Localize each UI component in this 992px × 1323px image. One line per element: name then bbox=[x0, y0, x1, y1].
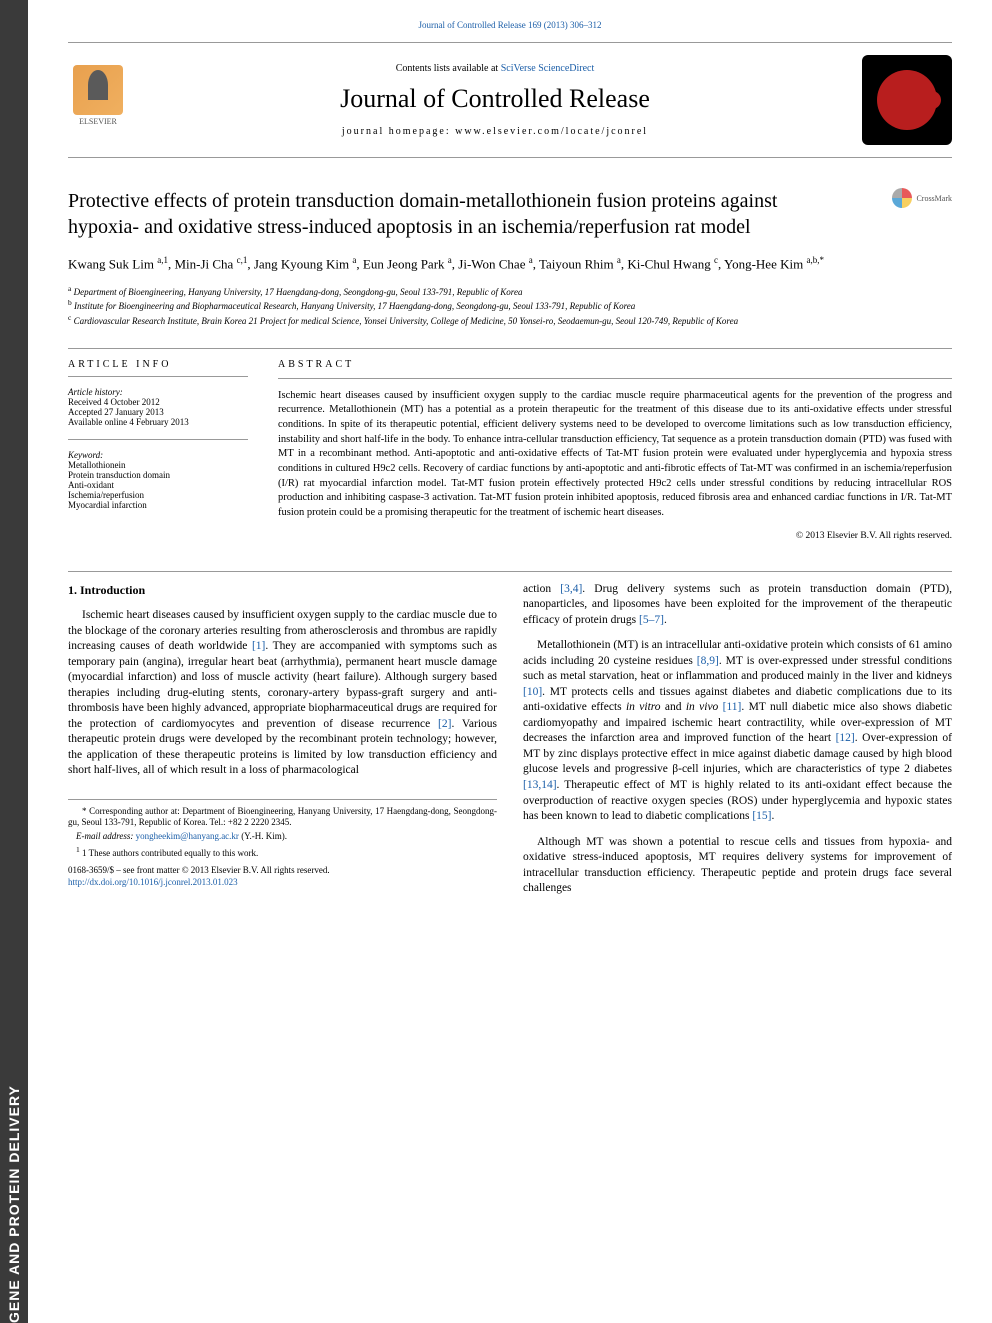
journal-header-center: Contents lists available at SciVerse Sci… bbox=[128, 63, 862, 137]
abstract-text: Ischemic heart diseases caused by insuff… bbox=[278, 389, 952, 521]
homepage-prefix: journal homepage: bbox=[342, 126, 455, 137]
separator-line bbox=[278, 378, 952, 379]
info-abstract-row: article info Article history: Received 4… bbox=[68, 359, 952, 541]
contents-prefix: Contents lists available at bbox=[396, 63, 501, 74]
abstract-col: abstract Ischemic heart diseases caused … bbox=[278, 359, 952, 541]
body-paragraph: action [3,4]. Drug delivery systems such… bbox=[523, 582, 952, 629]
keyword-item: Metallothionein bbox=[68, 460, 248, 470]
elsevier-tree-icon bbox=[73, 65, 123, 115]
body-paragraph: Metallothionein (MT) is an intracellular… bbox=[523, 638, 952, 824]
separator-line bbox=[68, 571, 952, 572]
equal-text: 1 These authors contributed equally to t… bbox=[82, 848, 258, 858]
article-history-block: Article history: Received 4 October 2012… bbox=[68, 387, 248, 427]
sciencedirect-link[interactable]: SciVerse ScienceDirect bbox=[501, 63, 595, 74]
page-footer: 0168-3659/$ – see front matter © 2013 El… bbox=[68, 865, 497, 888]
citation-link[interactable]: Journal of Controlled Release 169 (2013)… bbox=[419, 20, 602, 30]
body-left-col: 1. Introduction Ischemic heart diseases … bbox=[68, 582, 497, 907]
body-paragraph: Although MT was shown a potential to res… bbox=[523, 835, 952, 897]
crossmark-icon bbox=[892, 188, 912, 208]
side-tab-label: GENE AND PROTEIN DELIVERY bbox=[0, 0, 28, 1323]
email-note: E-mail address: yongheekim@hanyang.ac.kr… bbox=[68, 831, 497, 843]
available-date: Available online 4 February 2013 bbox=[68, 417, 248, 427]
crossmark-badge[interactable]: CrossMark bbox=[892, 188, 952, 208]
keyword-item: Ischemia/reperfusion bbox=[68, 490, 248, 500]
doi-link[interactable]: http://dx.doi.org/10.1016/j.jconrel.2013… bbox=[68, 877, 497, 889]
accepted-date: Accepted 27 January 2013 bbox=[68, 407, 248, 417]
separator-line bbox=[68, 376, 248, 377]
intro-heading: 1. Introduction bbox=[68, 582, 497, 598]
keyword-item: Protein transduction domain bbox=[68, 470, 248, 480]
footnotes-block: * Corresponding author at: Department of… bbox=[68, 799, 497, 860]
article-info-col: article info Article history: Received 4… bbox=[68, 359, 248, 541]
contents-available-line: Contents lists available at SciVerse Sci… bbox=[128, 63, 862, 74]
body-right-col: action [3,4]. Drug delivery systems such… bbox=[523, 582, 952, 907]
affiliation-b: Institute for Bioengineering and Biophar… bbox=[74, 301, 635, 311]
email-link[interactable]: yongheekim@hanyang.ac.kr bbox=[136, 831, 239, 841]
journal-name: Journal of Controlled Release bbox=[128, 84, 862, 114]
affiliation-a: Department of Bioengineering, Hanyang Un… bbox=[74, 287, 523, 297]
equal-contribution-note: 1 1 These authors contributed equally to… bbox=[68, 845, 497, 860]
journal-cover-icon bbox=[862, 55, 952, 145]
homepage-url[interactable]: www.elsevier.com/locate/jconrel bbox=[455, 126, 648, 137]
keyword-label: Keyword: bbox=[68, 450, 248, 460]
elsevier-logo-icon: ELSEVIER bbox=[68, 65, 128, 135]
elsevier-label: ELSEVIER bbox=[79, 117, 117, 126]
keyword-item: Anti-oxidant bbox=[68, 480, 248, 490]
journal-citation: Journal of Controlled Release 169 (2013)… bbox=[68, 20, 952, 30]
affiliation-c: Cardiovascular Research Institute, Brain… bbox=[74, 316, 738, 326]
separator-line bbox=[68, 348, 952, 349]
title-row: Protective effects of protein transducti… bbox=[68, 188, 952, 254]
received-date: Received 4 October 2012 bbox=[68, 397, 248, 407]
separator-line bbox=[68, 439, 248, 440]
keyword-item: Myocardial infarction bbox=[68, 500, 248, 510]
authors-line: Kwang Suk Lim a,1, Min-Ji Cha c,1, Jang … bbox=[68, 254, 952, 274]
body-columns: 1. Introduction Ischemic heart diseases … bbox=[68, 582, 952, 907]
journal-header: ELSEVIER Contents lists available at Sci… bbox=[68, 42, 952, 158]
article-info-heading: article info bbox=[68, 359, 248, 370]
affiliations: a Department of Bioengineering, Hanyang … bbox=[68, 284, 952, 328]
abstract-copyright: © 2013 Elsevier B.V. All rights reserved… bbox=[278, 531, 952, 541]
page-content: Journal of Controlled Release 169 (2013)… bbox=[28, 0, 992, 947]
keywords-block: Keyword: Metallothionein Protein transdu… bbox=[68, 450, 248, 510]
abstract-heading: abstract bbox=[278, 359, 952, 370]
footer-copyright: 0168-3659/$ – see front matter © 2013 El… bbox=[68, 865, 497, 877]
jcr-circle-icon bbox=[877, 70, 937, 130]
email-label: E-mail address: bbox=[76, 831, 136, 841]
journal-homepage-line: journal homepage: www.elsevier.com/locat… bbox=[128, 126, 862, 137]
article-title: Protective effects of protein transducti… bbox=[68, 188, 848, 240]
crossmark-label: CrossMark bbox=[916, 194, 952, 203]
history-label: Article history: bbox=[68, 387, 248, 397]
corresponding-author-note: * Corresponding author at: Department of… bbox=[68, 806, 497, 829]
email-suffix: (Y.-H. Kim). bbox=[239, 831, 287, 841]
body-paragraph: Ischemic heart diseases caused by insuff… bbox=[68, 608, 497, 779]
